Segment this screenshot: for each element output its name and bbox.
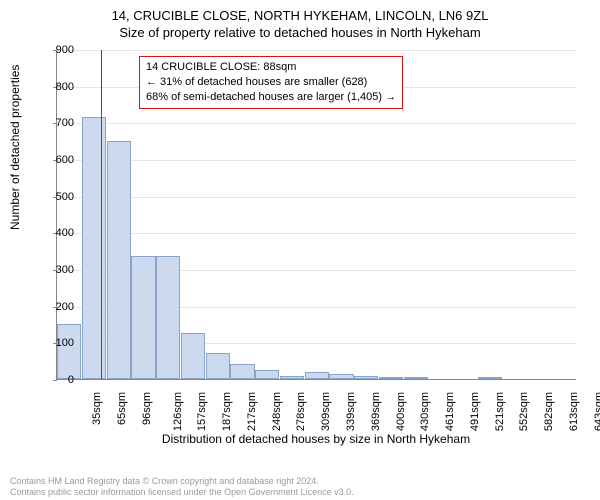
page-title: 14, CRUCIBLE CLOSE, NORTH HYKEHAM, LINCO… — [0, 8, 600, 23]
annotation-box: 14 CRUCIBLE CLOSE: 88sqm ← 31% of detach… — [139, 56, 403, 109]
gridline — [57, 197, 576, 198]
bar — [379, 377, 403, 379]
footer-line-2: Contains public sector information licen… — [10, 487, 354, 498]
y-tick-label: 0 — [44, 374, 74, 386]
bar — [329, 374, 353, 380]
bar — [404, 377, 428, 379]
y-tick-label: 900 — [44, 44, 74, 56]
y-tick-label: 100 — [44, 337, 74, 349]
y-axis-label: Number of detached properties — [8, 65, 22, 230]
y-tick-label: 200 — [44, 301, 74, 313]
y-tick-label: 800 — [44, 81, 74, 93]
x-tick-label: 643sqm — [593, 392, 600, 431]
x-tick-label: 309sqm — [320, 392, 332, 431]
chart-area: 14 CRUCIBLE CLOSE: 88sqm ← 31% of detach… — [56, 50, 576, 420]
x-tick-label: 126sqm — [172, 392, 184, 431]
x-tick-label: 430sqm — [419, 392, 431, 431]
annotation-line-1: 14 CRUCIBLE CLOSE: 88sqm — [146, 60, 396, 75]
gridline — [57, 50, 576, 51]
plot-region: 14 CRUCIBLE CLOSE: 88sqm ← 31% of detach… — [56, 50, 576, 380]
footer-attribution: Contains HM Land Registry data © Crown c… — [10, 476, 354, 499]
y-tick-label: 500 — [44, 191, 74, 203]
x-tick-label: 400sqm — [395, 392, 407, 431]
bar — [181, 333, 205, 379]
annotation-line-2: ← 31% of detached houses are smaller (62… — [146, 75, 396, 90]
page-subtitle: Size of property relative to detached ho… — [0, 25, 600, 40]
y-tick-label: 700 — [44, 117, 74, 129]
bar — [230, 364, 254, 379]
y-tick-label: 300 — [44, 264, 74, 276]
gridline — [57, 233, 576, 234]
x-axis-label: Distribution of detached houses by size … — [56, 432, 576, 446]
x-tick-label: 35sqm — [91, 392, 103, 425]
x-tick-label: 157sqm — [197, 392, 209, 431]
bar — [107, 141, 131, 379]
x-tick-label: 552sqm — [518, 392, 530, 431]
x-tick-label: 217sqm — [246, 392, 258, 431]
x-tick-label: 582sqm — [543, 392, 555, 431]
annotation-line-3: 68% of semi-detached houses are larger (… — [146, 90, 396, 105]
x-tick-label: 339sqm — [345, 392, 357, 431]
bar — [82, 117, 106, 379]
x-tick-label: 65sqm — [116, 392, 128, 425]
x-tick-label: 278sqm — [296, 392, 308, 431]
footer-line-1: Contains HM Land Registry data © Crown c… — [10, 476, 354, 487]
x-tick-label: 491sqm — [469, 392, 481, 431]
bar — [305, 372, 329, 379]
bar — [255, 370, 279, 379]
bar — [354, 376, 378, 379]
x-tick-label: 369sqm — [370, 392, 382, 431]
y-tick-label: 600 — [44, 154, 74, 166]
bar — [478, 377, 502, 379]
marker-line — [101, 50, 102, 379]
bar — [57, 324, 81, 379]
x-tick-label: 521sqm — [494, 392, 506, 431]
x-tick-label: 96sqm — [141, 392, 153, 425]
x-tick-label: 613sqm — [568, 392, 580, 431]
x-tick-label: 248sqm — [271, 392, 283, 431]
x-tick-label: 461sqm — [444, 392, 456, 431]
bar — [206, 353, 230, 379]
gridline — [57, 123, 576, 124]
bar — [131, 256, 155, 379]
bar — [280, 376, 304, 379]
bar — [156, 256, 180, 379]
x-tick-label: 187sqm — [221, 392, 233, 431]
y-tick-label: 400 — [44, 227, 74, 239]
gridline — [57, 160, 576, 161]
